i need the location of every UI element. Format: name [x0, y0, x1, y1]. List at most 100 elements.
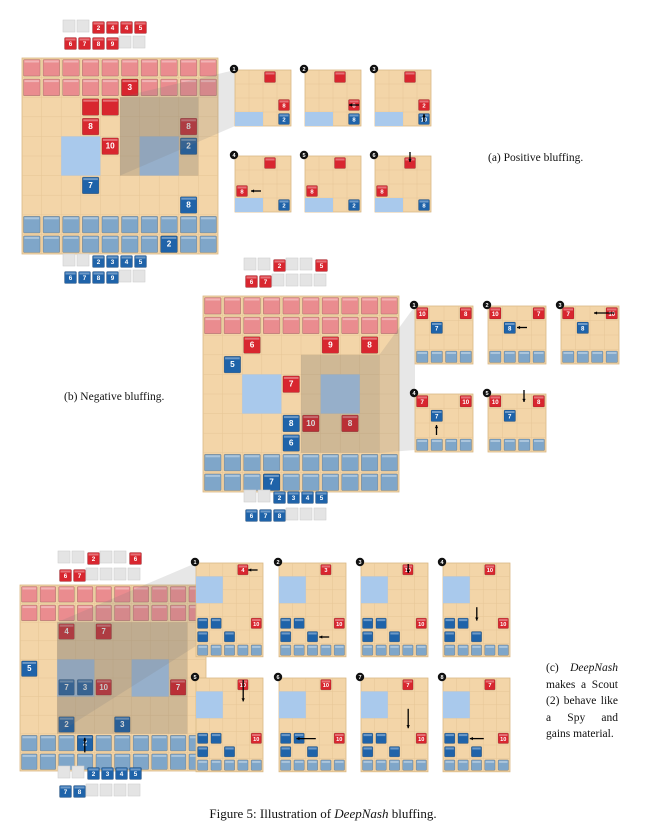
blue-piece — [121, 216, 139, 234]
piece-highlight — [102, 217, 118, 220]
blue-piece — [114, 716, 131, 733]
piece-highlight — [198, 645, 207, 648]
red-piece — [245, 275, 258, 288]
piece-highlight — [198, 734, 207, 737]
blue-piece — [306, 746, 318, 758]
blue-piece — [280, 746, 292, 758]
move-arrow-head — [594, 311, 598, 315]
piece-highlight — [238, 565, 248, 568]
step-number-badge — [482, 300, 492, 310]
piece-rank: 7 — [406, 683, 409, 689]
blue-piece — [362, 732, 374, 744]
red-piece — [160, 59, 178, 77]
piece-highlight — [83, 236, 98, 239]
red-piece — [237, 564, 249, 576]
piece-rank: 8 — [289, 419, 294, 428]
blue-piece — [301, 491, 314, 504]
piece-highlight — [200, 217, 216, 220]
step-number: 4 — [440, 560, 444, 566]
piece-highlight — [59, 624, 74, 627]
piece-rank: 8 — [278, 513, 282, 520]
piece-highlight — [107, 272, 118, 275]
blue-piece — [430, 409, 443, 422]
piece-highlight — [279, 114, 289, 117]
piece-rank: 10 — [253, 737, 259, 743]
blue-piece — [282, 414, 300, 433]
piece-highlight — [458, 619, 468, 622]
blue-piece — [278, 113, 290, 125]
red-piece — [73, 569, 86, 582]
blue-piece — [562, 350, 575, 363]
piece-highlight — [205, 298, 221, 301]
red-piece — [114, 604, 131, 621]
captured-slot — [76, 253, 90, 267]
blue-piece — [197, 617, 209, 629]
piece-highlight — [205, 318, 221, 321]
piece-rank: 2 — [97, 25, 101, 32]
captured-slot — [313, 273, 327, 287]
red-piece — [416, 395, 429, 408]
red-piece — [82, 78, 100, 96]
red-piece — [82, 118, 100, 136]
red-piece — [58, 586, 75, 603]
red-piece — [140, 78, 159, 96]
piece-highlight — [22, 661, 37, 664]
piece-highlight — [445, 760, 454, 763]
red-piece — [306, 185, 318, 197]
red-piece — [321, 297, 340, 315]
piece-rank: 8 — [97, 41, 101, 48]
blue-piece — [388, 631, 400, 643]
blue-piece — [320, 759, 332, 771]
piece-highlight — [377, 186, 387, 189]
move-arrow-head — [248, 568, 252, 572]
piece-highlight — [432, 440, 442, 442]
red-piece — [484, 679, 496, 691]
piece-rank: 7 — [269, 478, 274, 487]
piece-highlight — [252, 734, 261, 737]
captured-slot — [99, 567, 113, 581]
red-piece — [160, 78, 178, 96]
blue-piece — [77, 679, 94, 696]
blue-piece — [348, 199, 360, 211]
red-piece — [321, 336, 340, 354]
piece-rank: 5 — [139, 259, 143, 266]
blue-piece — [459, 438, 472, 451]
piece-highlight — [205, 455, 221, 458]
piece-highlight — [381, 455, 397, 458]
blue-piece — [140, 235, 159, 253]
blue-piece — [444, 644, 456, 656]
blue-piece — [415, 759, 427, 771]
piece-highlight — [88, 768, 99, 771]
red-piece — [273, 259, 286, 272]
piece-highlight — [461, 396, 471, 399]
blue-piece — [341, 473, 359, 491]
piece-highlight — [93, 272, 104, 275]
piece-highlight — [246, 276, 257, 279]
blue-piece — [362, 631, 374, 643]
red-piece — [106, 21, 119, 34]
piece-highlight — [171, 587, 185, 590]
piece-rank: 8 — [186, 201, 191, 210]
red-piece — [402, 679, 414, 691]
figure-caption: Figure 5: Illustration of DeepNash bluff… — [209, 806, 437, 821]
lake — [61, 136, 101, 176]
captured-slot — [127, 783, 141, 797]
captured-slot — [99, 783, 113, 797]
piece-rank: 7 — [289, 380, 294, 389]
captured-slot — [118, 35, 132, 49]
piece-highlight — [41, 606, 55, 609]
step-number: 7 — [358, 675, 361, 681]
blue-piece — [302, 473, 320, 491]
red-piece — [62, 59, 80, 77]
piece-highlight — [363, 632, 372, 635]
red-piece — [170, 679, 187, 696]
piece-highlight — [376, 619, 386, 622]
red-piece — [562, 307, 575, 320]
blue-piece — [129, 767, 142, 780]
piece-highlight — [264, 298, 279, 301]
blue-piece — [402, 759, 414, 771]
piece-rank: 10 — [336, 737, 342, 743]
blue-piece — [388, 746, 400, 758]
piece-highlight — [22, 736, 37, 739]
piece-highlight — [362, 474, 377, 477]
